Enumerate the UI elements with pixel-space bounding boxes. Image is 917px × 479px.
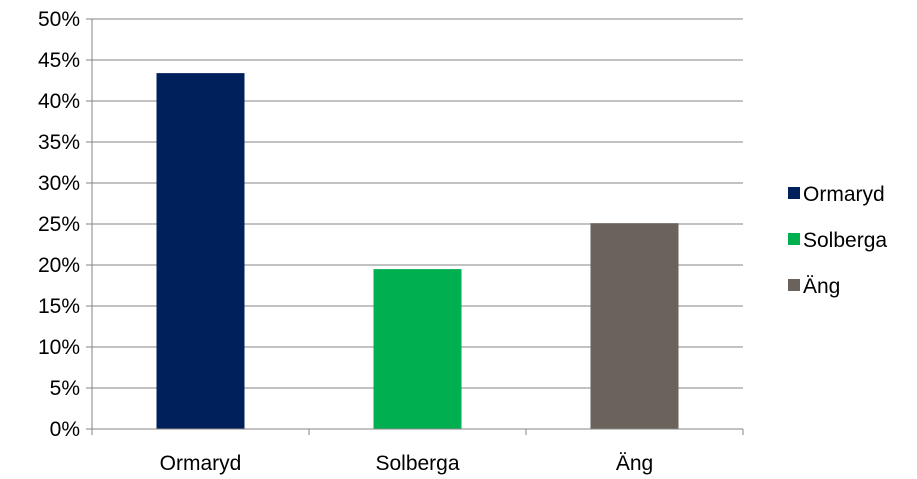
legend-label: Ormaryd	[803, 183, 885, 206]
legend: Ormaryd Solberga Äng	[788, 183, 887, 298]
x-tick-label: Äng	[616, 452, 653, 475]
y-tick-label: 10%	[38, 336, 80, 359]
y-tick-label: 15%	[38, 295, 80, 318]
y-axis: 0% 5% 10% 15% 20% 25% 30% 35% 40% 45% 50%	[38, 8, 93, 441]
x-axis: Ormaryd Solberga Äng	[91, 428, 744, 475]
legend-label: Äng	[803, 275, 840, 298]
bars	[156, 73, 679, 430]
y-tick-label: 20%	[38, 254, 80, 277]
x-tick-label: Solberga	[375, 452, 459, 475]
y-tick-label: 0%	[50, 418, 80, 441]
y-tick-label: 40%	[38, 90, 80, 113]
y-tick-label: 30%	[38, 172, 80, 195]
bar-solberga	[373, 269, 462, 429]
bar-äng	[590, 223, 679, 429]
y-tick-label: 50%	[38, 8, 80, 31]
y-tick-label: 5%	[50, 377, 80, 400]
x-tick-label: Ormaryd	[160, 452, 242, 475]
legend-swatch	[788, 279, 800, 291]
legend-swatch	[788, 187, 800, 199]
y-tick-label: 25%	[38, 213, 80, 236]
y-tick-label: 35%	[38, 131, 80, 154]
y-tick-label: 45%	[38, 49, 80, 72]
legend-swatch	[788, 233, 800, 245]
legend-label: Solberga	[803, 229, 887, 252]
bar-ormaryd	[156, 73, 245, 430]
